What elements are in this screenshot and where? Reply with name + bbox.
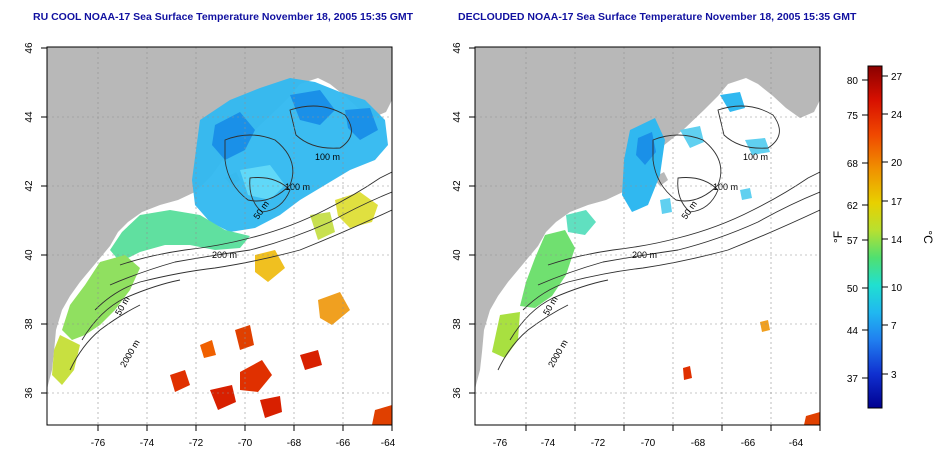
contour-label: 200 m	[212, 250, 237, 260]
contour-label: 100 m	[713, 182, 738, 192]
fahrenheit-tick-label: 50	[847, 284, 859, 295]
celsius-tick-label: 14	[891, 235, 903, 246]
lat-tick-label: 40	[24, 249, 35, 261]
lat-tick-label: 44	[24, 111, 35, 123]
land-mass	[475, 47, 820, 390]
lon-tick-label: -72	[591, 438, 606, 449]
sst-shelf-band	[110, 210, 250, 262]
fahrenheit-tick-label: 80	[847, 76, 859, 87]
celsius-tick-label: 10	[891, 283, 903, 294]
contour-label: 100 m	[743, 152, 768, 162]
sst-shelf-band	[520, 230, 575, 308]
fahrenheit-tick-label: 57	[847, 236, 859, 247]
lat-tick-label: 46	[452, 42, 463, 54]
contour-label: 100 m	[285, 182, 310, 192]
celsius-tick-label: 17	[891, 197, 903, 208]
lon-tick-label: -72	[189, 438, 204, 449]
land-mass	[47, 47, 392, 390]
fahrenheit-tick-label: 62	[847, 201, 859, 212]
lon-tick-label: -74	[140, 438, 155, 449]
lon-tick-label: -74	[541, 438, 556, 449]
lat-tick-label: 38	[24, 318, 35, 330]
sst-cold-region	[622, 118, 665, 212]
fahrenheit-axis-label: °F	[831, 231, 845, 243]
lat-tick-label: 36	[452, 387, 463, 399]
fahrenheit-tick-label: 44	[847, 326, 859, 337]
contour-label: 100 m	[315, 152, 340, 162]
lat-tick-label: 46	[24, 42, 35, 54]
celsius-axis-label: °C	[921, 230, 935, 244]
left-map: 100 m 100 m 50 m 200 m 50 m 2000 m	[24, 42, 396, 449]
lon-tick-label: -64	[789, 438, 804, 449]
celsius-tick-label: 27	[891, 72, 903, 83]
lat-tick-label: 42	[24, 180, 35, 192]
lat-tick-label: 36	[24, 387, 35, 399]
lon-tick-label: -76	[493, 438, 508, 449]
lat-tick-label: 38	[452, 318, 463, 330]
fahrenheit-tick-label: 37	[847, 374, 859, 385]
celsius-tick-label: 3	[891, 370, 897, 381]
contour-label: 200 m	[632, 250, 657, 260]
lon-tick-label: -64	[381, 438, 396, 449]
lon-tick-label: -70	[238, 438, 253, 449]
lat-tick-label: 44	[452, 111, 463, 123]
fahrenheit-tick-label: 75	[847, 111, 859, 122]
lon-tick-label: -70	[641, 438, 656, 449]
right-map: 100 m 100 m 50 m 200 m 50 m 2000 m	[452, 42, 821, 449]
celsius-tick-label: 24	[891, 110, 903, 121]
lon-tick-label: -68	[691, 438, 706, 449]
fahrenheit-tick-label: 68	[847, 159, 859, 170]
sst-warm-region	[240, 360, 272, 392]
colorbar-gradient	[867, 65, 883, 409]
colorbar: 80 75 68 62 57 50 44 37 27 24 20 17 14 1…	[831, 65, 935, 409]
lon-tick-label: -68	[287, 438, 302, 449]
right-map-title: DECLOUDED NOAA-17 Sea Surface Temperatur…	[458, 11, 857, 23]
lat-tick-label: 40	[452, 249, 463, 261]
lon-tick-label: -76	[91, 438, 106, 449]
lat-tick-label: 42	[452, 180, 463, 192]
right-map-frame	[474, 46, 821, 426]
lon-tick-label: -66	[336, 438, 351, 449]
left-map-title: RU COOL NOAA-17 Sea Surface Temperature …	[33, 11, 414, 23]
celsius-tick-label: 7	[891, 321, 897, 332]
lon-tick-label: -66	[741, 438, 756, 449]
left-map-frame	[46, 46, 393, 426]
celsius-tick-label: 20	[891, 158, 903, 169]
